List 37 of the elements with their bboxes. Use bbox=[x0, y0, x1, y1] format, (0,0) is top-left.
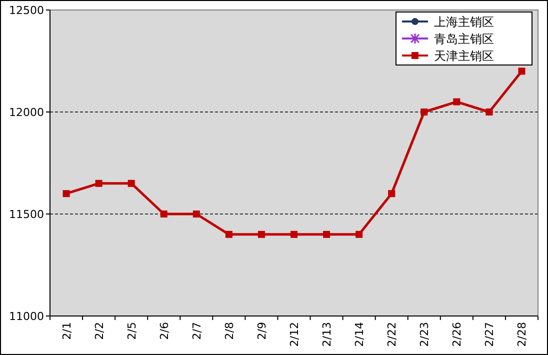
point bbox=[453, 98, 460, 106]
x-tick-label: 2/6 bbox=[158, 322, 171, 340]
x-tick-label: 2/5 bbox=[125, 322, 138, 340]
point bbox=[128, 180, 135, 187]
x-tick-label: 2/8 bbox=[222, 322, 236, 340]
x-tick-label: 2/14 bbox=[353, 322, 366, 347]
y-tick-label: 12000 bbox=[9, 106, 44, 119]
legend-label: 青岛主销区 bbox=[434, 32, 494, 46]
y-tick-label: 11000 bbox=[9, 310, 44, 323]
point bbox=[388, 190, 396, 198]
point bbox=[290, 230, 298, 238]
x-tick-label: 2/27 bbox=[483, 322, 496, 347]
x-tick-label: 2/1 bbox=[60, 322, 74, 340]
x-tick-label: 2/12 bbox=[288, 322, 301, 347]
x-tick-label: 2/7 bbox=[190, 322, 204, 340]
point bbox=[518, 68, 526, 75]
point bbox=[420, 108, 428, 116]
x-tick-label: 2/26 bbox=[450, 322, 464, 347]
point bbox=[323, 230, 330, 238]
x-tick-label: 2/22 bbox=[386, 322, 399, 347]
x-tick-label: 2/28 bbox=[516, 322, 529, 347]
x-tick-label: 2/9 bbox=[255, 322, 268, 340]
point bbox=[160, 210, 168, 218]
y-tick-label: 11500 bbox=[9, 208, 44, 221]
point bbox=[225, 230, 232, 238]
point bbox=[62, 190, 70, 198]
legend-label: 天津主销区 bbox=[434, 49, 494, 63]
x-tick-label: 2/2 bbox=[92, 322, 106, 340]
point bbox=[95, 180, 102, 187]
point bbox=[356, 230, 363, 238]
point bbox=[192, 210, 200, 218]
x-tick-label: 2/13 bbox=[320, 322, 334, 347]
legend-label: 上海主销区 bbox=[434, 15, 494, 29]
point bbox=[486, 108, 493, 116]
point bbox=[258, 230, 265, 238]
y-tick-label: 12500 bbox=[9, 4, 44, 17]
x-tick-label: 2/23 bbox=[418, 322, 432, 347]
